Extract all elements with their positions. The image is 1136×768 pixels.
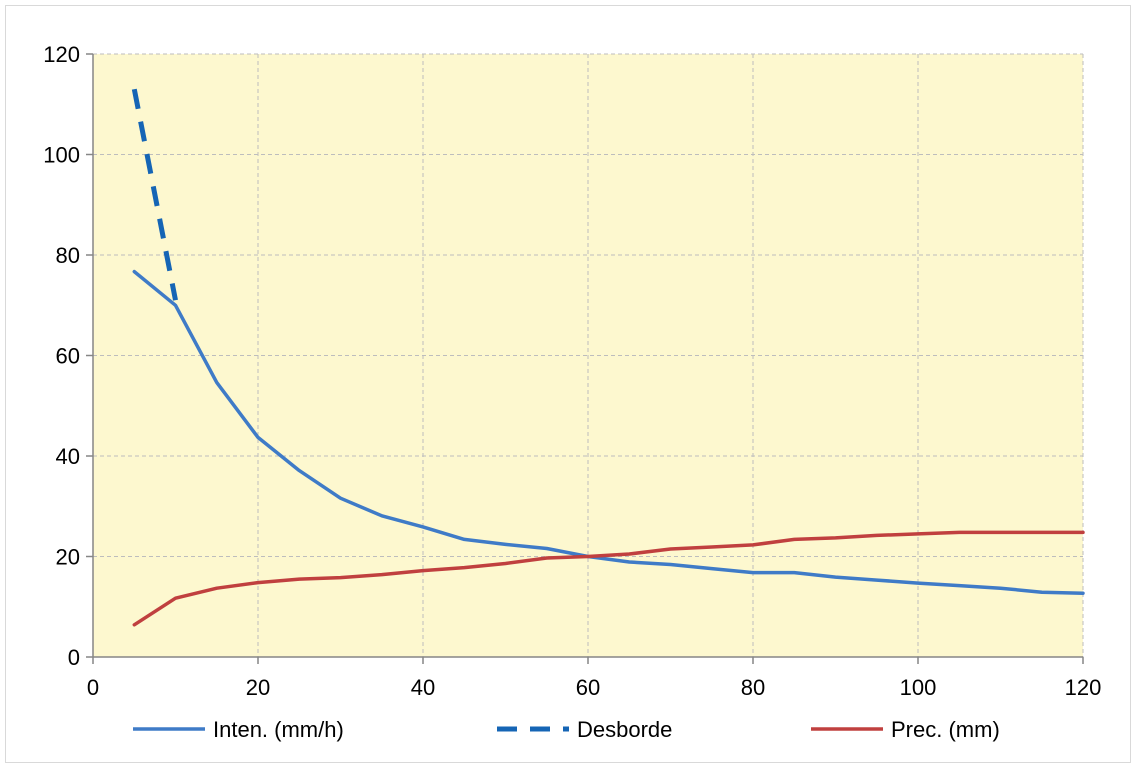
y-tick-label: 20 xyxy=(56,545,80,570)
y-tick-label: 60 xyxy=(56,344,80,369)
y-tick-label: 80 xyxy=(56,243,80,268)
tick-labels: 0 20 40 60 80 100 120 0 20 40 60 80 100 120 xyxy=(43,42,1101,700)
y-tick-label: 0 xyxy=(68,645,80,670)
legend-label-2: Prec. (mm) xyxy=(891,717,1000,742)
series-lines xyxy=(131,88,1085,627)
x-tick-label: 80 xyxy=(741,675,765,700)
y-tick-label: 40 xyxy=(56,444,80,469)
axes xyxy=(86,53,1084,664)
y-tick-label: 100 xyxy=(43,143,80,168)
x-tick-label: 0 xyxy=(87,675,99,700)
x-tick-label: 100 xyxy=(900,675,937,700)
x-tick-label: 120 xyxy=(1065,675,1102,700)
series-line-1 xyxy=(131,88,178,301)
legend-label-1: Desborde xyxy=(577,717,672,742)
y-tick-label: 120 xyxy=(43,42,80,67)
x-tick-label: 20 xyxy=(246,675,270,700)
series-line-0 xyxy=(132,269,1085,595)
legend-label-0: Inten. (mm/h) xyxy=(213,717,344,742)
x-tick-label: 60 xyxy=(576,675,600,700)
x-tick-label: 40 xyxy=(411,675,435,700)
legend: Inten. (mm/h) Desborde Prec. (mm) xyxy=(133,717,1000,742)
series-line-2 xyxy=(132,530,1085,627)
grid-lines xyxy=(93,53,1084,657)
